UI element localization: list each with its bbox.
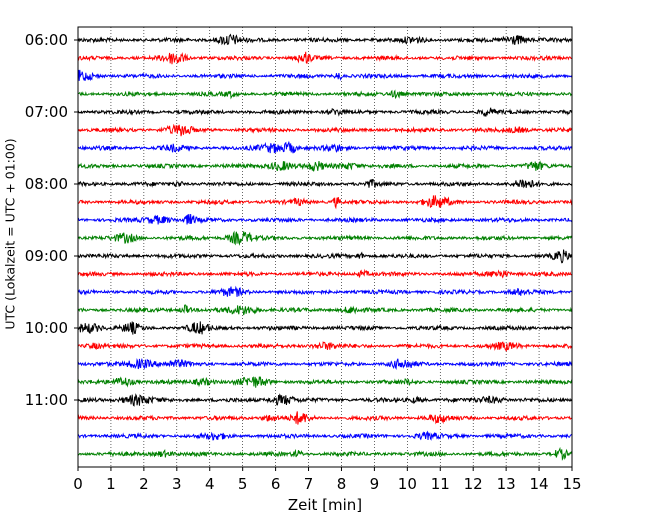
trace-0615 [77,51,573,65]
trace-0745 [77,160,573,172]
x-tick-label: 0 [73,475,83,493]
trace-0600 [77,33,573,46]
y-tick-label: 07:00 [25,103,68,121]
x-tick-label: 5 [238,475,248,493]
x-axis-label: Zeit [min] [288,496,362,514]
x-tick-label: 15 [562,475,581,493]
x-tick-label: 12 [464,475,483,493]
y-tick-label: 08:00 [25,175,68,193]
y-axis-label: UTC (Lokalzeit = UTC + 01:00) [3,138,18,329]
trace-0930 [77,285,573,297]
trace-0645 [77,89,573,100]
x-tick-label: 13 [497,475,516,493]
x-tick-label: 11 [431,475,450,493]
vertical-gridlines [110,27,540,467]
trace-0900 [77,249,573,264]
trace-0815 [77,195,573,210]
x-tick-label: 3 [172,475,182,493]
y-tick-label: 10:00 [25,319,68,337]
y-tick-label: 09:00 [25,247,68,265]
trace-1000 [77,321,573,335]
x-tick-label: 9 [370,475,380,493]
trace-1115 [77,411,573,425]
x-tick-label: 6 [271,475,281,493]
trace-0945 [77,304,573,316]
trace-1100 [77,393,573,407]
trace-1145 [77,446,573,461]
y-tick-label: 06:00 [25,31,68,49]
x-tick-label: 14 [530,475,549,493]
x-axis-ticks: 0 1 2 3 4 5 6 7 8 9 10 11 12 13 14 15 [73,467,582,493]
x-tick-label: 2 [139,475,149,493]
trace-1015 [77,341,572,352]
trace-0715 [77,123,573,137]
trace-1045 [77,376,573,388]
trace-1130 [77,430,573,441]
trace-0630 [77,69,573,82]
y-tick-label: 11:00 [25,391,68,409]
trace-0700 [77,107,573,118]
x-tick-label: 10 [398,475,417,493]
plot-frame [77,26,573,468]
trace-1030 [77,357,573,370]
y-axis-ticks: 06:00 07:00 08:00 09:00 10:00 11:00 [25,31,78,409]
x-tick-label: 1 [106,475,116,493]
x-tick-label: 4 [205,475,215,493]
trace-0800 [77,178,573,189]
seismogram-traces [77,33,573,461]
trace-0830 [77,213,573,225]
x-tick-label: 8 [337,475,347,493]
trace-0845 [77,230,573,246]
trace-0915 [77,268,573,279]
x-tick-label: 7 [304,475,314,493]
trace-0730 [77,140,573,154]
